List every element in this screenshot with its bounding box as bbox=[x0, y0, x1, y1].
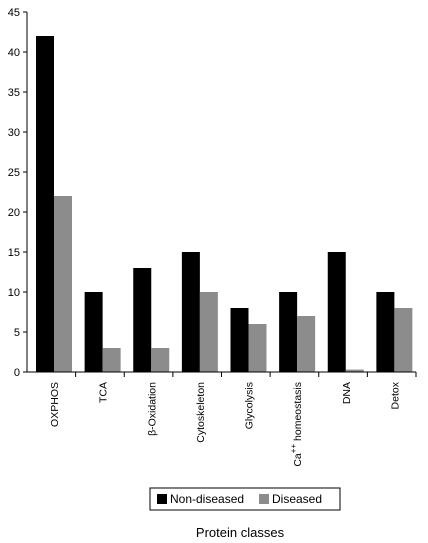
bar-non-diseased bbox=[376, 292, 395, 372]
y-tick-label: 15 bbox=[8, 247, 20, 259]
y-tick-label: 5 bbox=[14, 327, 20, 339]
legend-swatch-diseased bbox=[259, 494, 269, 504]
bar-non-diseased bbox=[133, 268, 152, 372]
legend: Non-diseased Diseased bbox=[149, 487, 341, 511]
bar-non-diseased bbox=[181, 252, 200, 372]
x-category-label: Ca++ homeostasis bbox=[289, 382, 304, 467]
y-axis: 0 5 10 15 20 25 30 35 40 45 bbox=[8, 7, 28, 379]
x-category-label: β-Oxidation bbox=[146, 382, 158, 436]
y-tick-label: 20 bbox=[8, 207, 20, 219]
bar-non-diseased bbox=[84, 292, 103, 372]
legend-box bbox=[149, 487, 341, 511]
x-category-label: Detox bbox=[389, 381, 401, 409]
bar-non-diseased bbox=[327, 252, 346, 372]
legend-swatch-non-diseased bbox=[157, 494, 167, 504]
y-tick-label: 40 bbox=[8, 47, 20, 59]
y-tick-label: 0 bbox=[14, 367, 20, 379]
y-tick-label: 35 bbox=[8, 87, 20, 99]
x-axis-title: Protein classes bbox=[196, 525, 285, 540]
x-axis: OXPHOS TCA β-Oxidation Cytoskeleton Glycolys… bbox=[27, 371, 417, 467]
bar-non-diseased bbox=[230, 308, 249, 372]
bar-diseased bbox=[151, 348, 170, 372]
bar-diseased bbox=[54, 196, 72, 372]
bar-diseased bbox=[394, 308, 413, 372]
x-category-label: Glycolysis bbox=[244, 382, 256, 429]
bar-non-diseased bbox=[36, 36, 54, 372]
bar-diseased bbox=[297, 316, 316, 372]
x-category-label: DNA bbox=[341, 382, 353, 404]
bar-diseased bbox=[248, 324, 267, 372]
x-category-label: Cytoskeleton bbox=[195, 382, 207, 443]
bars-group bbox=[36, 36, 413, 372]
y-tick-label: 10 bbox=[8, 287, 20, 299]
x-category-label: OXPHOS bbox=[49, 382, 61, 427]
bar-diseased bbox=[199, 292, 218, 372]
bar-non-diseased bbox=[279, 292, 298, 372]
bar-diseased bbox=[102, 348, 121, 372]
y-tick-label: 30 bbox=[8, 127, 20, 139]
x-category-label: TCA bbox=[98, 382, 110, 403]
bar-diseased bbox=[345, 369, 364, 372]
legend-label-diseased: Diseased bbox=[272, 492, 322, 506]
y-tick-label: 25 bbox=[8, 167, 20, 179]
y-tick-label: 45 bbox=[8, 7, 20, 19]
legend-label-non-diseased: Non-diseased bbox=[170, 492, 244, 506]
